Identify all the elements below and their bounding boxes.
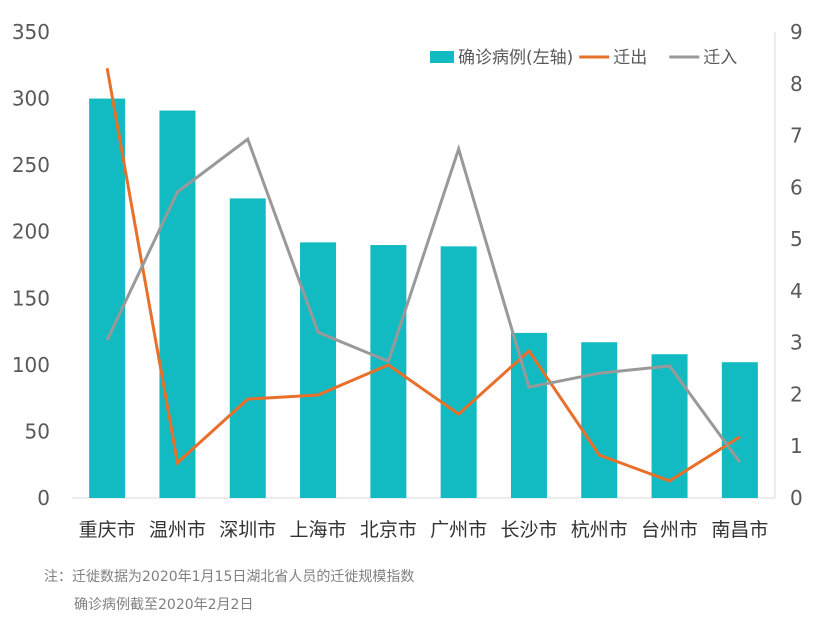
note-2: 确诊病例截至2020年2月2日	[74, 597, 254, 613]
left-tick-label: 100	[12, 353, 50, 377]
category-label: 深圳市	[219, 519, 276, 541]
category-label: 重庆市	[79, 519, 136, 541]
bar	[510, 332, 547, 498]
right-tick-label: 1	[790, 434, 803, 458]
bar	[89, 98, 126, 499]
bar	[300, 242, 337, 498]
left-tick-label: 300	[12, 87, 50, 111]
category-label: 温州市	[149, 519, 206, 541]
left-tick-label: 200	[12, 220, 50, 244]
bar	[721, 362, 758, 498]
line-迁出	[105, 67, 741, 483]
right-tick-label: 8	[790, 72, 803, 96]
left-tick-label: 0	[37, 486, 50, 510]
category-label: 长沙市	[500, 519, 557, 541]
note-1: 注：迁徙数据为2020年1月15日湖北省人员的迁徙规模指数	[44, 569, 415, 585]
category-label: 南昌市	[711, 519, 768, 541]
legend-label: 确诊病例(左轴)	[458, 48, 573, 68]
right-tick-label: 6	[790, 175, 803, 199]
category-label: 杭州市	[571, 519, 628, 541]
left-tick-label: 150	[12, 286, 50, 310]
category-label: 上海市	[290, 519, 347, 541]
chart-svg: 0 50 100 150 200 250 300 350 0 1 2 3 4 5 6 7 8 9 重庆市 温州市 深圳市…	[12, 20, 803, 541]
right-tick-label: 4	[790, 279, 803, 303]
left-tick-label: 350	[12, 20, 50, 44]
category-label: 广州市	[430, 519, 487, 541]
bar	[581, 342, 618, 498]
bar	[229, 198, 266, 498]
legend-label: 迁出	[613, 48, 647, 68]
category-label: 台州市	[641, 519, 698, 541]
right-tick-label: 2	[790, 382, 803, 406]
right-tick-label: 3	[790, 331, 803, 355]
left-tick-label: 250	[12, 153, 50, 177]
legend-swatch	[430, 51, 454, 63]
category-label: 北京市	[360, 519, 417, 541]
right-tick-label: 5	[790, 227, 803, 251]
left-tick-label: 50	[25, 419, 50, 443]
bar	[440, 246, 477, 498]
bar	[159, 110, 196, 498]
line-迁入	[105, 136, 742, 464]
right-tick-label: 0	[790, 486, 803, 510]
right-tick-label: 7	[790, 124, 803, 148]
right-tick-label: 9	[790, 20, 803, 44]
legend-label: 迁入	[703, 48, 737, 68]
